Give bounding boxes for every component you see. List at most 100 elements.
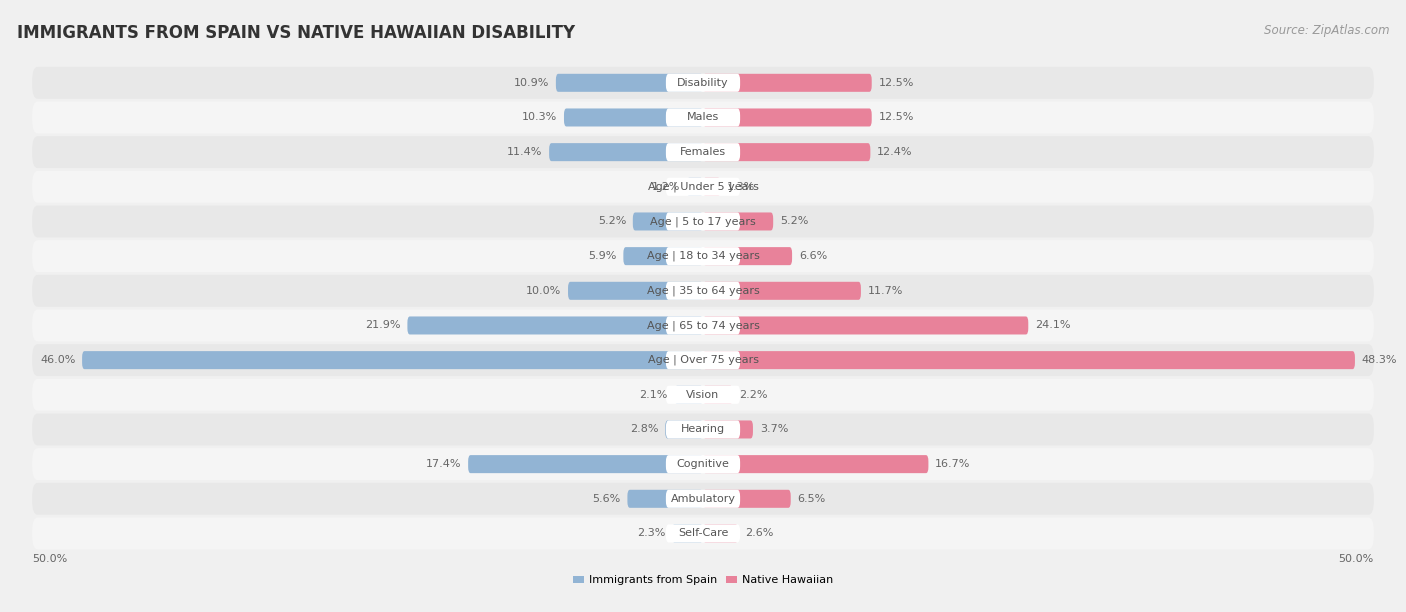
FancyBboxPatch shape <box>703 316 1028 335</box>
Text: 10.9%: 10.9% <box>513 78 550 88</box>
Text: Age | 18 to 34 years: Age | 18 to 34 years <box>647 251 759 261</box>
Text: 6.6%: 6.6% <box>799 251 827 261</box>
FancyBboxPatch shape <box>703 455 928 473</box>
FancyBboxPatch shape <box>32 275 1374 307</box>
FancyBboxPatch shape <box>666 524 740 542</box>
Text: 24.1%: 24.1% <box>1035 321 1070 330</box>
FancyBboxPatch shape <box>666 247 740 265</box>
FancyBboxPatch shape <box>703 108 872 127</box>
FancyBboxPatch shape <box>627 490 703 508</box>
Text: Age | 5 to 17 years: Age | 5 to 17 years <box>650 216 756 226</box>
Text: Females: Females <box>681 147 725 157</box>
Text: 5.2%: 5.2% <box>598 217 626 226</box>
FancyBboxPatch shape <box>32 102 1374 133</box>
FancyBboxPatch shape <box>675 386 703 404</box>
FancyBboxPatch shape <box>665 420 703 438</box>
FancyBboxPatch shape <box>32 67 1374 99</box>
Text: 48.3%: 48.3% <box>1361 355 1398 365</box>
Text: Disability: Disability <box>678 78 728 88</box>
Text: 3.7%: 3.7% <box>759 425 789 435</box>
FancyBboxPatch shape <box>32 240 1374 272</box>
FancyBboxPatch shape <box>32 518 1374 550</box>
FancyBboxPatch shape <box>703 247 792 265</box>
Text: Age | Under 5 years: Age | Under 5 years <box>648 182 758 192</box>
FancyBboxPatch shape <box>666 420 740 438</box>
Text: 1.3%: 1.3% <box>727 182 755 192</box>
Text: Age | 35 to 64 years: Age | 35 to 64 years <box>647 286 759 296</box>
FancyBboxPatch shape <box>703 178 720 196</box>
FancyBboxPatch shape <box>564 108 703 127</box>
FancyBboxPatch shape <box>666 282 740 300</box>
FancyBboxPatch shape <box>703 490 790 508</box>
FancyBboxPatch shape <box>568 282 703 300</box>
FancyBboxPatch shape <box>703 212 773 231</box>
Text: 16.7%: 16.7% <box>935 459 970 469</box>
FancyBboxPatch shape <box>555 74 703 92</box>
FancyBboxPatch shape <box>32 206 1374 237</box>
Legend: Immigrants from Spain, Native Hawaiian: Immigrants from Spain, Native Hawaiian <box>569 571 837 590</box>
Text: 50.0%: 50.0% <box>32 554 67 564</box>
FancyBboxPatch shape <box>666 178 740 196</box>
FancyBboxPatch shape <box>550 143 703 161</box>
FancyBboxPatch shape <box>666 351 740 369</box>
FancyBboxPatch shape <box>32 483 1374 515</box>
FancyBboxPatch shape <box>468 455 703 473</box>
Text: 12.5%: 12.5% <box>879 78 914 88</box>
FancyBboxPatch shape <box>32 310 1374 341</box>
Text: 11.4%: 11.4% <box>508 147 543 157</box>
Text: Vision: Vision <box>686 390 720 400</box>
FancyBboxPatch shape <box>703 282 860 300</box>
Text: Self-Care: Self-Care <box>678 529 728 539</box>
FancyBboxPatch shape <box>32 414 1374 446</box>
FancyBboxPatch shape <box>666 386 740 404</box>
Text: 2.1%: 2.1% <box>640 390 668 400</box>
Text: 2.8%: 2.8% <box>630 425 658 435</box>
FancyBboxPatch shape <box>666 212 740 231</box>
FancyBboxPatch shape <box>666 74 740 92</box>
FancyBboxPatch shape <box>666 490 740 508</box>
Text: 5.6%: 5.6% <box>592 494 620 504</box>
Text: 6.5%: 6.5% <box>797 494 825 504</box>
Text: Cognitive: Cognitive <box>676 459 730 469</box>
Text: 2.3%: 2.3% <box>637 529 665 539</box>
Text: 2.6%: 2.6% <box>745 529 773 539</box>
FancyBboxPatch shape <box>633 212 703 231</box>
FancyBboxPatch shape <box>703 386 733 404</box>
FancyBboxPatch shape <box>32 136 1374 168</box>
FancyBboxPatch shape <box>32 171 1374 203</box>
FancyBboxPatch shape <box>666 316 740 335</box>
Text: 12.4%: 12.4% <box>877 147 912 157</box>
Text: 5.2%: 5.2% <box>780 217 808 226</box>
Text: 11.7%: 11.7% <box>868 286 903 296</box>
FancyBboxPatch shape <box>686 178 703 196</box>
Text: 17.4%: 17.4% <box>426 459 461 469</box>
FancyBboxPatch shape <box>666 143 740 161</box>
Text: Males: Males <box>688 113 718 122</box>
Text: Source: ZipAtlas.com: Source: ZipAtlas.com <box>1264 24 1389 37</box>
FancyBboxPatch shape <box>408 316 703 335</box>
Text: Age | 65 to 74 years: Age | 65 to 74 years <box>647 320 759 330</box>
FancyBboxPatch shape <box>703 351 1355 369</box>
FancyBboxPatch shape <box>666 455 740 473</box>
Text: Ambulatory: Ambulatory <box>671 494 735 504</box>
Text: 10.0%: 10.0% <box>526 286 561 296</box>
Text: 10.3%: 10.3% <box>522 113 557 122</box>
Text: 1.2%: 1.2% <box>651 182 681 192</box>
Text: Age | Over 75 years: Age | Over 75 years <box>648 355 758 365</box>
FancyBboxPatch shape <box>703 143 870 161</box>
Text: 12.5%: 12.5% <box>879 113 914 122</box>
FancyBboxPatch shape <box>703 74 872 92</box>
Text: 21.9%: 21.9% <box>366 321 401 330</box>
FancyBboxPatch shape <box>32 379 1374 411</box>
Text: Hearing: Hearing <box>681 425 725 435</box>
FancyBboxPatch shape <box>623 247 703 265</box>
FancyBboxPatch shape <box>703 524 738 542</box>
FancyBboxPatch shape <box>32 344 1374 376</box>
FancyBboxPatch shape <box>666 108 740 127</box>
FancyBboxPatch shape <box>703 420 754 438</box>
FancyBboxPatch shape <box>672 524 703 542</box>
Text: 5.9%: 5.9% <box>588 251 617 261</box>
Text: 46.0%: 46.0% <box>39 355 76 365</box>
FancyBboxPatch shape <box>82 351 703 369</box>
Text: 2.2%: 2.2% <box>740 390 768 400</box>
